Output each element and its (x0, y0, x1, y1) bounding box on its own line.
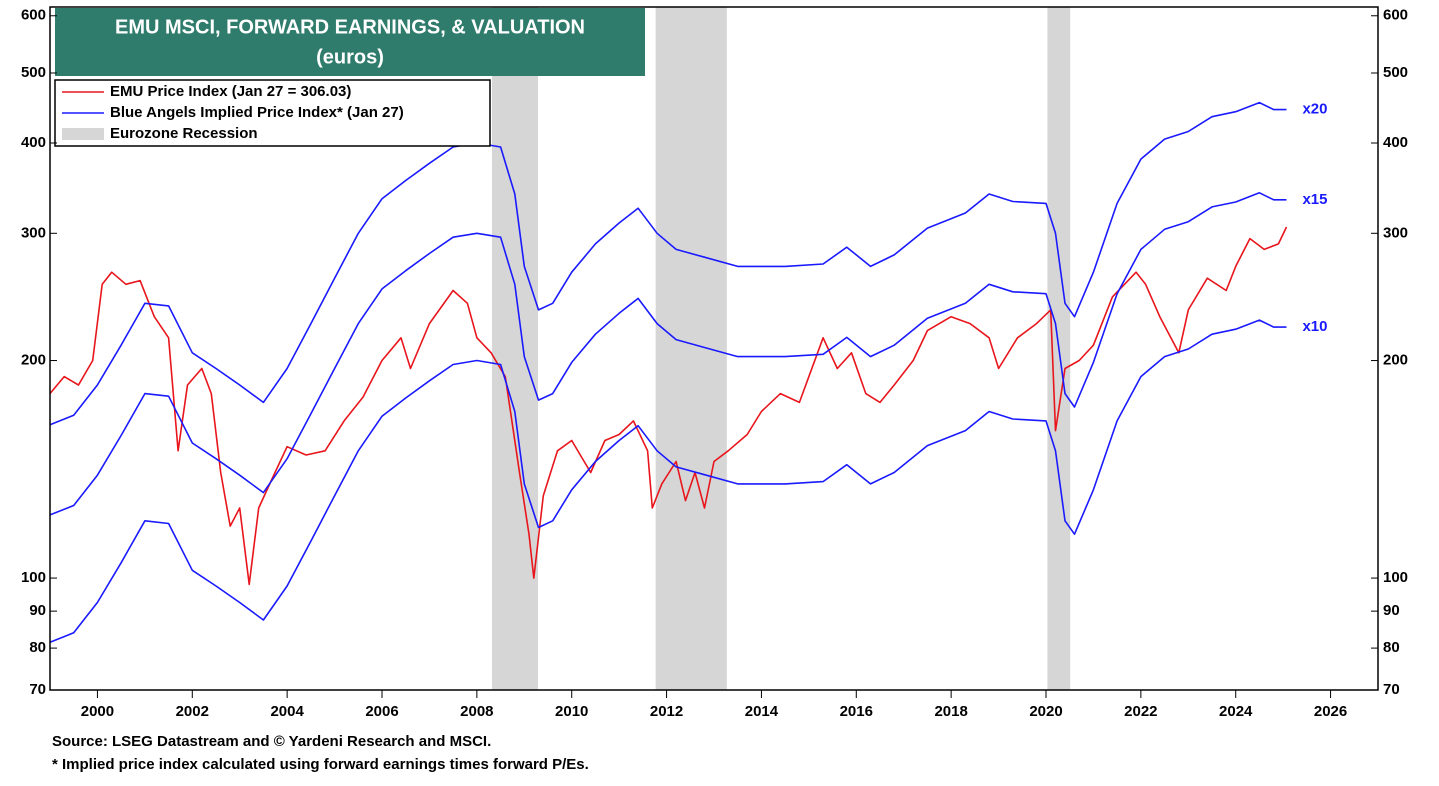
title-box (55, 8, 645, 76)
y-tick-label: 500 (21, 64, 46, 81)
x-tick-label: 2022 (1124, 703, 1157, 720)
y-tick-label: 300 (21, 224, 46, 241)
y-tick-label: 600 (21, 7, 46, 24)
recession-band (655, 7, 727, 690)
x-tick-label: 2020 (1029, 703, 1062, 720)
y2-tick-label: 70 (1383, 681, 1400, 698)
series-line (49, 101, 1287, 426)
x-tick-label: 2024 (1219, 703, 1253, 720)
series-end-label: x20 (1302, 101, 1327, 118)
y2-tick-label: 80 (1383, 639, 1400, 656)
series-end-label: x15 (1302, 191, 1327, 208)
footnote: * Implied price index calculated using f… (52, 756, 589, 773)
series-line (49, 319, 1287, 644)
y2-tick-label: 400 (1383, 134, 1408, 151)
y-tick-label: 200 (21, 352, 46, 369)
y-tick-label: 90 (29, 602, 46, 619)
x-tick-label: 2014 (745, 703, 779, 720)
legend-swatch (62, 128, 104, 140)
line-layer (49, 101, 1288, 644)
y-tick-label: 70 (29, 681, 46, 698)
x-tick-label: 2004 (270, 703, 304, 720)
x-tick-label: 2000 (81, 703, 114, 720)
footnote: Source: LSEG Datastream and © Yardeni Re… (52, 733, 491, 750)
y2-tick-label: 200 (1383, 352, 1408, 369)
y2-tick-label: 600 (1383, 7, 1408, 24)
x-tick-label: 2010 (555, 703, 588, 720)
y2-tick-label: 100 (1383, 569, 1408, 586)
x-tick-label: 2012 (650, 703, 683, 720)
y-tick-label: 400 (21, 134, 46, 151)
y2-tick-label: 500 (1383, 64, 1408, 81)
x-tick-label: 2026 (1314, 703, 1347, 720)
x-tick-label: 2002 (176, 703, 209, 720)
y2-tick-label: 90 (1383, 602, 1400, 619)
legend-box (54, 79, 491, 147)
plot-frame (49, 6, 1379, 691)
x-tick-label: 2016 (840, 703, 873, 720)
legend-label: Blue Angels Implied Price Index* (Jan 27… (110, 104, 404, 121)
legend-label: Eurozone Recession (110, 125, 258, 142)
recession-layer (492, 7, 1071, 690)
legend: EMU Price Index (Jan 27 = 306.03) Blue An… (62, 83, 404, 142)
x-tick-label: 2006 (365, 703, 398, 720)
recession-band (492, 7, 539, 690)
chart-subtitle: (euros) (316, 46, 384, 68)
series-end-label: x10 (1302, 318, 1327, 335)
legend-label: EMU Price Index (Jan 27 = 306.03) (110, 83, 351, 100)
series-line (49, 226, 1288, 586)
series-line (49, 192, 1287, 516)
y-tick-label: 100 (21, 569, 46, 586)
x-tick-label: 2018 (934, 703, 967, 720)
chart-title: EMU MSCI, FORWARD EARNINGS, & VALUATION (115, 16, 585, 38)
x-tick-label: 2008 (460, 703, 493, 720)
y2-tick-label: 300 (1383, 224, 1408, 241)
y-tick-label: 80 (29, 639, 46, 656)
